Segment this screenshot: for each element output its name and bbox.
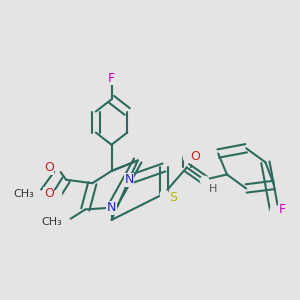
Text: CH₃: CH₃	[41, 217, 62, 227]
Text: F: F	[108, 72, 115, 85]
Text: O: O	[44, 161, 54, 174]
Text: N: N	[124, 173, 134, 186]
Text: F: F	[278, 203, 286, 216]
Text: CH₃: CH₃	[13, 189, 34, 199]
Text: O: O	[190, 151, 200, 164]
Text: H: H	[208, 184, 217, 194]
Text: N: N	[107, 201, 116, 214]
Text: S: S	[169, 191, 177, 204]
Text: O: O	[44, 187, 54, 200]
